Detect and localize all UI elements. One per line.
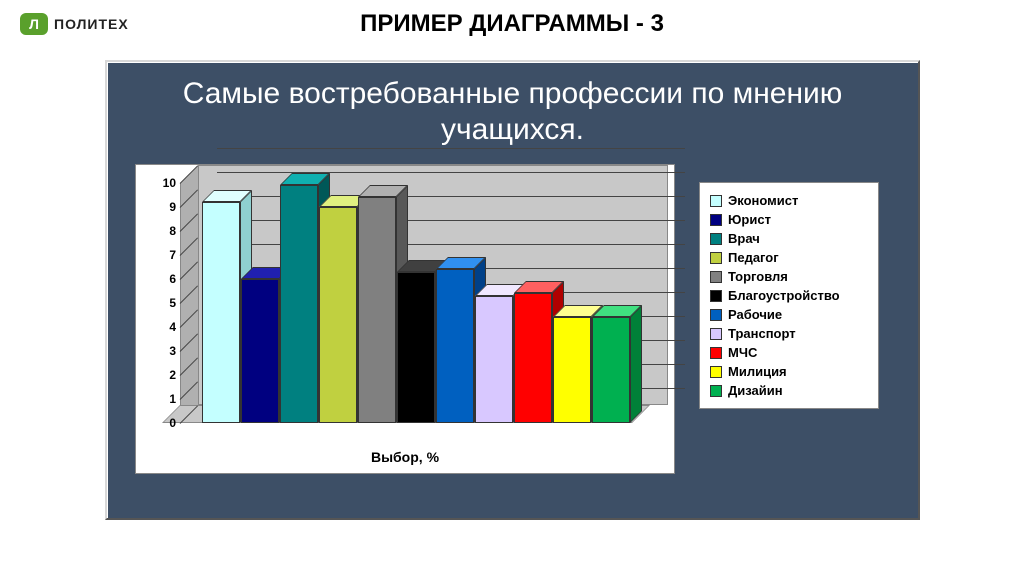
- chart-body: 0 1 2 3 4 5 6 7 8 9 10 Выбор, % Экономист Юрист Врач…: [107, 154, 918, 484]
- legend-item: Милиция: [710, 362, 868, 381]
- bars-container: [202, 183, 642, 423]
- legend-swatch-icon: [710, 290, 722, 302]
- bar: [475, 296, 513, 423]
- legend-swatch-icon: [710, 328, 722, 340]
- bar: [514, 293, 552, 423]
- y-tick-label: 9: [152, 200, 176, 214]
- legend-swatch-icon: [710, 233, 722, 245]
- legend-swatch-icon: [710, 252, 722, 264]
- legend-label: МЧС: [728, 345, 757, 360]
- legend-item: Врач: [710, 229, 868, 248]
- plot-area: 0 1 2 3 4 5 6 7 8 9 10 Выбор, %: [135, 164, 675, 474]
- bar-front: [475, 296, 513, 423]
- y-tick-label: 10: [152, 176, 176, 190]
- legend-label: Врач: [728, 231, 760, 246]
- legend-item: Педагог: [710, 248, 868, 267]
- legend-item: МЧС: [710, 343, 868, 362]
- legend-label: Транспорт: [728, 326, 796, 341]
- slide-title: ПРИМЕР ДИАГРАММЫ - 3: [0, 10, 1024, 38]
- chart-frame: Самые востребованные профессии по мнению…: [105, 60, 920, 520]
- gridline: [217, 172, 685, 173]
- legend-item: Рабочие: [710, 305, 868, 324]
- bar: [553, 317, 591, 423]
- legend-label: Педагог: [728, 250, 779, 265]
- y-tick-label: 1: [152, 392, 176, 406]
- legend-swatch-icon: [710, 385, 722, 397]
- legend-swatch-icon: [710, 271, 722, 283]
- legend-label: Дизайин: [728, 383, 783, 398]
- bar-front: [241, 279, 279, 423]
- y-tick-label: 3: [152, 344, 176, 358]
- x-axis-label: Выбор, %: [136, 449, 674, 465]
- legend-swatch-icon: [710, 195, 722, 207]
- bar-front: [514, 293, 552, 423]
- y-tick-label: 0: [152, 416, 176, 430]
- legend-swatch-icon: [710, 366, 722, 378]
- y-tick-label: 5: [152, 296, 176, 310]
- y-tick-label: 8: [152, 224, 176, 238]
- bar-front: [280, 185, 318, 423]
- legend-item: Торговля: [710, 267, 868, 286]
- legend-label: Торговля: [728, 269, 788, 284]
- legend-swatch-icon: [710, 309, 722, 321]
- legend: Экономист Юрист Врач Педагог Торговля Благоус…: [699, 182, 879, 409]
- bar: [280, 185, 318, 423]
- legend-swatch-icon: [710, 214, 722, 226]
- legend-label: Юрист: [728, 212, 771, 227]
- bar-front: [553, 317, 591, 423]
- bar-front: [397, 272, 435, 423]
- legend-label: Благоустройство: [728, 288, 840, 303]
- bar: [358, 197, 396, 423]
- legend-item: Благоустройство: [710, 286, 868, 305]
- bar-front: [592, 317, 630, 423]
- y-tick-label: 6: [152, 272, 176, 286]
- y-tick-label: 4: [152, 320, 176, 334]
- bar-side: [630, 305, 642, 423]
- chart-title: Самые востребованные профессии по мнению…: [107, 62, 918, 154]
- bar-front: [436, 269, 474, 423]
- bar: [436, 269, 474, 423]
- bar: [319, 207, 357, 423]
- bar-front: [202, 202, 240, 423]
- legend-item: Экономист: [710, 191, 868, 210]
- gridline: [217, 148, 685, 149]
- y-tick-label: 7: [152, 248, 176, 262]
- bar: [202, 202, 240, 423]
- bar: [397, 272, 435, 423]
- y-tick-label: 2: [152, 368, 176, 382]
- bar: [592, 317, 630, 423]
- legend-label: Милиция: [728, 364, 787, 379]
- legend-label: Экономист: [728, 193, 798, 208]
- legend-swatch-icon: [710, 347, 722, 359]
- legend-label: Рабочие: [728, 307, 782, 322]
- legend-item: Дизайин: [710, 381, 868, 400]
- legend-item: Юрист: [710, 210, 868, 229]
- bar: [241, 279, 279, 423]
- legend-item: Транспорт: [710, 324, 868, 343]
- bar-front: [319, 207, 357, 423]
- bar-front: [358, 197, 396, 423]
